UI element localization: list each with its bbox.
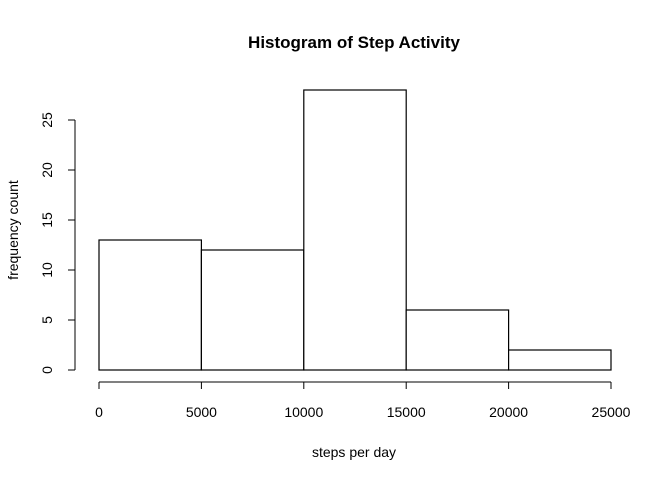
y-tick-label: 5 [39, 316, 55, 324]
chart-title: Histogram of Step Activity [248, 33, 460, 52]
x-axis: 0 5000 10000 15000 20000 25000 [95, 381, 631, 420]
histogram-bar-4 [405, 309, 510, 371]
x-tick-label: 20000 [489, 404, 528, 420]
x-tick-label: 10000 [284, 404, 323, 420]
y-tick-label: 15 [39, 212, 55, 228]
histogram-bar-3 [303, 89, 407, 371]
x-tick-label: 0 [95, 404, 103, 420]
y-tick-label: 0 [39, 366, 55, 374]
bars-group [98, 89, 612, 371]
histogram-bar-5 [508, 349, 612, 371]
x-tick-label: 25000 [592, 404, 631, 420]
histogram-bar-1 [98, 239, 203, 371]
y-tick-label: 25 [39, 112, 55, 128]
histogram-bar-2 [200, 249, 305, 371]
x-axis-label: steps per day [312, 444, 396, 460]
y-tick-label: 20 [39, 162, 55, 178]
y-axis: 0 5 10 15 20 25 [39, 112, 76, 374]
x-tick-label: 15000 [387, 404, 426, 420]
y-tick-label: 10 [39, 262, 55, 278]
y-axis-label: frequency count [5, 180, 21, 280]
x-tick-label: 5000 [186, 404, 217, 420]
